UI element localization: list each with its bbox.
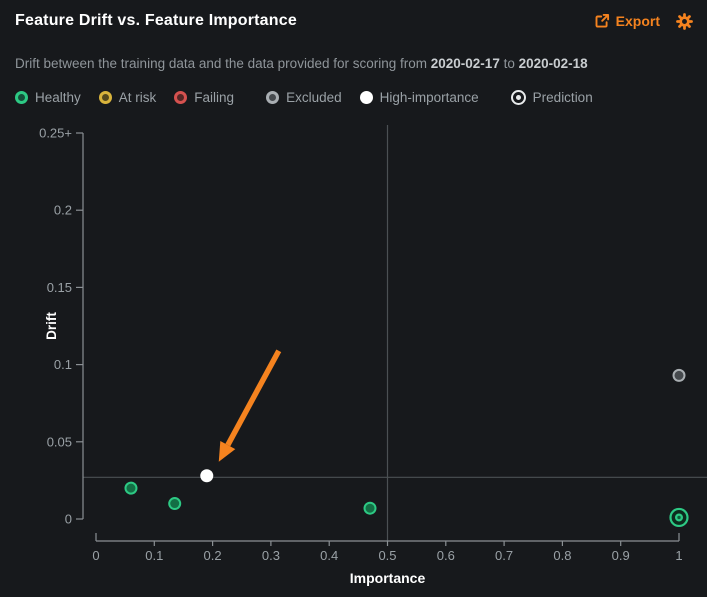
x-tick-label: 0.2 bbox=[204, 548, 222, 563]
subtitle-connector: to bbox=[503, 56, 515, 71]
x-tick-label: 0.3 bbox=[262, 548, 280, 563]
subtitle: Drift between the training data and the … bbox=[15, 56, 588, 71]
legend-item-high-importance[interactable]: High-importance bbox=[359, 89, 479, 105]
legend-item-excluded[interactable]: Excluded bbox=[266, 90, 342, 105]
y-axis-title: Drift bbox=[44, 312, 59, 340]
x-tick-label: 0.5 bbox=[378, 548, 396, 563]
date-range-start: 2020-02-17 bbox=[430, 56, 500, 71]
y-tick-label: 0.1 bbox=[54, 357, 72, 372]
y-tick-label: 0.25+ bbox=[39, 126, 72, 141]
legend-marker-excluded bbox=[266, 90, 280, 104]
subtitle-text: Drift between the training data and the … bbox=[15, 56, 427, 71]
x-tick-label: 0.7 bbox=[495, 548, 513, 563]
x-tick-label: 0.6 bbox=[437, 548, 455, 563]
x-axis-title: Importance bbox=[350, 570, 426, 586]
header-actions: Export bbox=[594, 12, 693, 30]
gear-icon bbox=[676, 12, 693, 30]
x-tick-label: 0 bbox=[92, 548, 99, 563]
legend-label-high-importance: High-importance bbox=[379, 89, 479, 105]
legend-marker-prediction bbox=[510, 89, 526, 105]
point-healthy-prediction-3[interactable] bbox=[669, 507, 689, 528]
legend-label-excluded: Excluded bbox=[286, 89, 342, 105]
legend-label-at-risk: At risk bbox=[118, 89, 157, 105]
point-healthy-1[interactable] bbox=[168, 497, 182, 511]
point-healthy-2[interactable] bbox=[363, 501, 377, 515]
y-tick-label: 0.2 bbox=[54, 203, 72, 218]
x-tick-label: 0.8 bbox=[553, 548, 571, 563]
header: Feature Drift vs. Feature Importance Exp… bbox=[15, 6, 693, 36]
page-title: Feature Drift vs. Feature Importance bbox=[15, 12, 297, 29]
legend-item-at-risk[interactable]: At risk bbox=[98, 89, 157, 105]
legend-item-healthy[interactable]: Healthy bbox=[15, 90, 81, 105]
legend: Healthy At risk Failing Excluded High-import… bbox=[15, 88, 611, 106]
point-healthy-0[interactable] bbox=[124, 481, 138, 495]
settings-button[interactable] bbox=[676, 12, 693, 30]
legend-label-failing: Failing bbox=[194, 89, 235, 105]
legend-marker-healthy bbox=[15, 90, 28, 104]
point-excluded-5[interactable] bbox=[672, 368, 686, 382]
x-tick-label: 0.9 bbox=[612, 548, 630, 563]
export-button[interactable]: Export bbox=[594, 13, 660, 29]
point-high-importance-4[interactable] bbox=[200, 469, 214, 483]
legend-item-failing[interactable]: Failing bbox=[174, 90, 234, 105]
x-tick-label: 1 bbox=[675, 548, 682, 563]
x-tick-label: 0.1 bbox=[145, 548, 163, 563]
legend-marker-failing bbox=[174, 90, 188, 104]
export-label: Export bbox=[615, 13, 660, 29]
export-icon bbox=[594, 13, 610, 29]
x-tick-label: 0.4 bbox=[320, 548, 338, 563]
legend-label-prediction: Prediction bbox=[532, 89, 593, 105]
annotation-arrow-head bbox=[218, 441, 236, 462]
date-range-end: 2020-02-18 bbox=[518, 56, 588, 71]
y-tick-label: 0.05 bbox=[47, 434, 72, 449]
legend-marker-at-risk bbox=[98, 90, 112, 104]
legend-label-healthy: Healthy bbox=[35, 89, 81, 105]
annotation-arrow-shaft bbox=[225, 349, 282, 447]
y-tick-label: 0.15 bbox=[47, 280, 72, 295]
y-tick-label: 0 bbox=[65, 512, 72, 527]
legend-marker-high-importance bbox=[359, 90, 373, 104]
legend-item-prediction[interactable]: Prediction bbox=[510, 89, 593, 105]
